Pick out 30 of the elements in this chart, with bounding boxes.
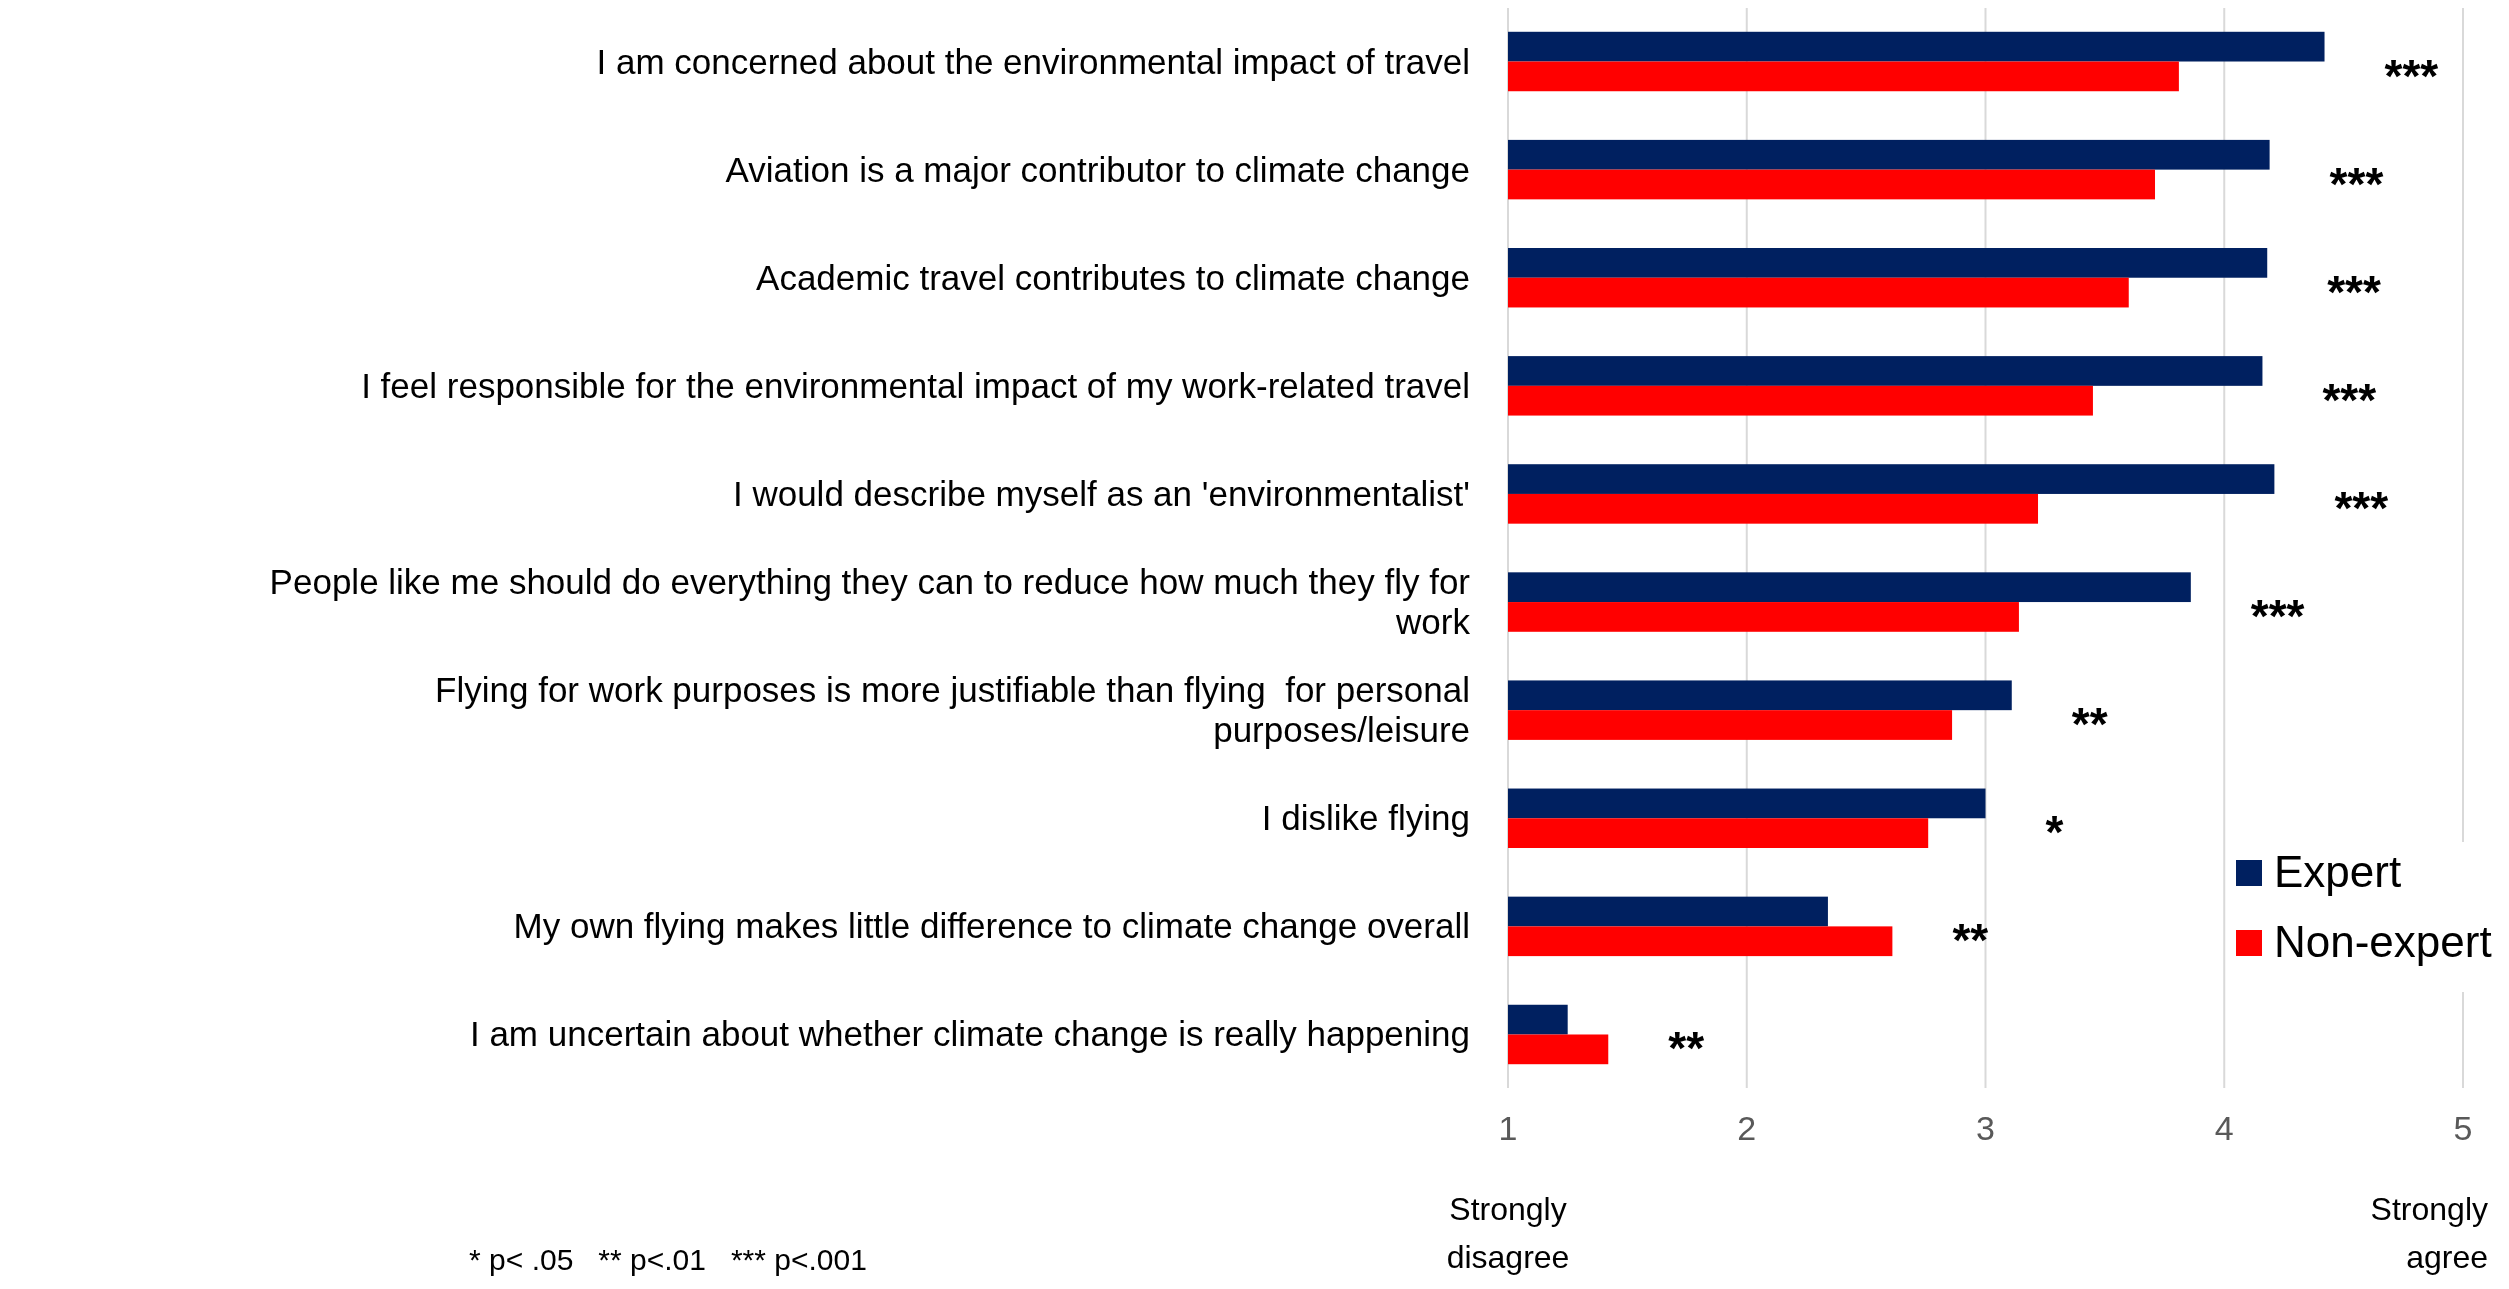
y-tick-label: My own flying makes little difference to climate change overall — [513, 906, 1470, 946]
y-tick-label: I am uncertain about whether climate change is really happening — [469, 1014, 1470, 1054]
x-tick-label: 3 — [1976, 1109, 1995, 1147]
annotation: ** — [1952, 914, 1989, 967]
annotation: ** — [2071, 698, 2108, 751]
text: Strongly agree — [2370, 1191, 2488, 1275]
y-tick-label: Academic travel contributes to climate change — [756, 257, 1470, 297]
y-tick-label: I feel responsible for the environmental impact of my work-related travel — [361, 365, 1470, 405]
annotation: *** — [2334, 481, 2389, 534]
annotation: *** — [2322, 373, 2377, 426]
y-tick-label: I am concerned about the environmental impact of travel — [596, 41, 1470, 81]
text: Strongly disagree — [1446, 1191, 1570, 1275]
text: * p< .05 ** p<.01 *** p<.001 — [469, 1243, 867, 1276]
y-tick-label: People like me should do everything they can to reduce how much they fly for work — [269, 562, 1471, 642]
x-tick-label: 5 — [2453, 1109, 2473, 1147]
y-tick-label: I dislike flying — [1261, 798, 1470, 838]
y-tick-label: Aviation is a major contributor to climate change — [725, 149, 1470, 189]
annotation: *** — [2250, 590, 2305, 643]
y-tick-label: I would describe myself as an 'environmentalist' — [732, 473, 1470, 513]
annotation: *** — [2327, 265, 2382, 318]
x-tick-label: 4 — [2214, 1109, 2234, 1147]
y-tick-label: Flying for work purposes is more justifiable than flying for personal purposes/leisure — [435, 670, 1470, 750]
annotation: *** — [2384, 49, 2439, 102]
annotation: * — [2045, 806, 2064, 859]
x-tick-label: 1 — [1498, 1109, 1518, 1147]
legend-label: Expert — [2274, 847, 2402, 896]
annotation: *** — [2329, 157, 2384, 210]
legend-label: Non-expert — [2274, 917, 2492, 966]
annotation: ** — [1668, 1022, 1705, 1075]
x-tick-label: 2 — [1737, 1109, 1757, 1147]
